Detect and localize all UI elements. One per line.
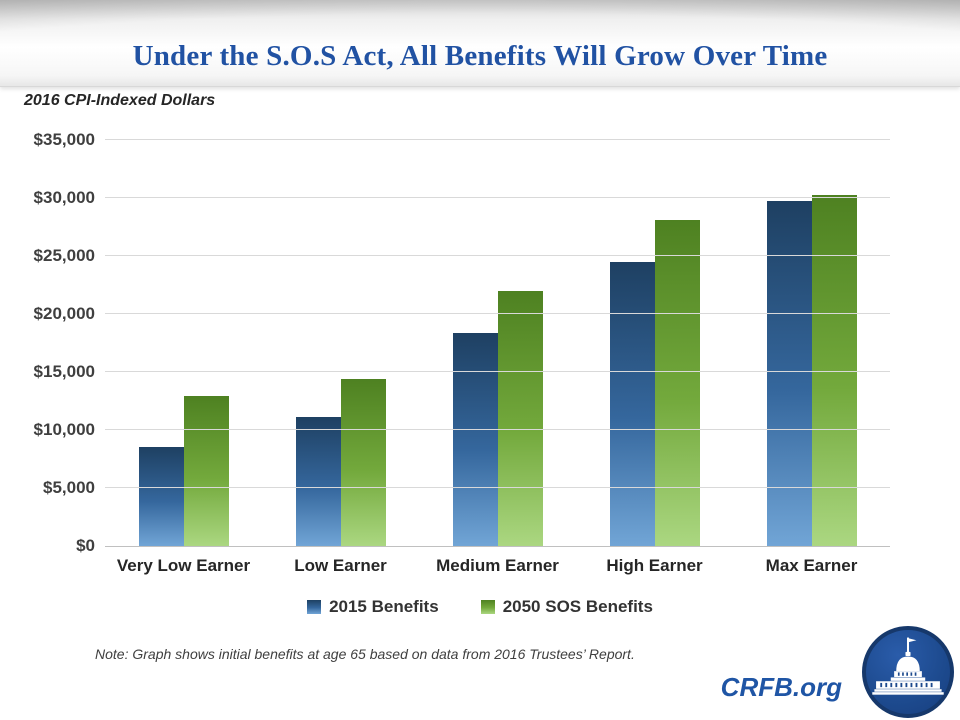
crfb-logo <box>862 626 954 718</box>
gridline <box>105 487 890 488</box>
category-group <box>576 140 733 546</box>
bar-2050-sos-benefits <box>183 396 229 546</box>
gridline <box>105 429 890 430</box>
bars-row <box>105 140 890 546</box>
gridline <box>105 255 890 256</box>
y-tick-label: $25,000 <box>33 246 95 265</box>
note-text: Note: Graph shows initial benefits at ag… <box>95 646 635 662</box>
bar-2015-benefits <box>609 262 655 546</box>
bar-2050-sos-benefits <box>497 291 543 546</box>
y-axis-labels: $0 $5,000 $10,000 $15,000 $20,000 $25,000 $30,… <box>0 130 95 555</box>
capitol-icon <box>872 637 944 695</box>
y-tick-label: $35,000 <box>33 130 95 149</box>
category-group <box>733 140 890 546</box>
category-group <box>262 140 419 546</box>
legend-swatch-icon <box>480 600 495 614</box>
bar-2015-benefits <box>452 333 498 546</box>
gridline <box>105 197 890 198</box>
category-group <box>105 140 262 546</box>
y-tick-label: $20,000 <box>33 304 95 323</box>
header-band <box>0 0 960 87</box>
page-title: Under the S.O.S Act, All Benefits Will G… <box>132 40 828 72</box>
x-category-label: Low Earner <box>294 556 387 575</box>
y-tick-label: $15,000 <box>33 362 95 381</box>
legend-label: 2050 SOS Benefits <box>502 597 653 616</box>
chart-units-label: 2016 CPI-Indexed Dollars <box>24 92 216 109</box>
gridline <box>105 139 890 140</box>
x-category-label: High Earner <box>606 556 703 575</box>
legend: 2015 Benefits 2050 SOS Benefits <box>0 597 960 617</box>
bar-2015-benefits <box>766 201 812 546</box>
legend-swatch-icon <box>307 600 322 614</box>
legend-item: 2050 SOS Benefits <box>480 597 653 617</box>
x-axis-labels: Very Low Earner Low Earner Medium Earner Hi… <box>105 556 890 576</box>
bar-2015-benefits <box>295 417 341 546</box>
category-group <box>419 140 576 546</box>
bar-2050-sos-benefits <box>654 220 700 546</box>
y-tick-label: $30,000 <box>33 188 95 207</box>
x-category-label: Medium Earner <box>436 556 559 575</box>
gridline <box>105 371 890 372</box>
x-category-label: Very Low Earner <box>116 556 251 575</box>
legend-item: 2015 Benefits <box>307 597 439 617</box>
x-category-label: Max Earner <box>765 556 858 575</box>
bar-2015-benefits <box>138 447 184 546</box>
crfb-wordmark: CRFB.org <box>720 672 842 702</box>
y-tick-label: $5,000 <box>43 478 95 497</box>
gridline <box>105 313 890 314</box>
y-tick-label: $0 <box>76 536 95 555</box>
legend-label: 2015 Benefits <box>329 597 439 616</box>
plot-area <box>105 139 890 547</box>
bar-2050-sos-benefits <box>340 379 386 546</box>
y-tick-label: $10,000 <box>33 420 95 439</box>
